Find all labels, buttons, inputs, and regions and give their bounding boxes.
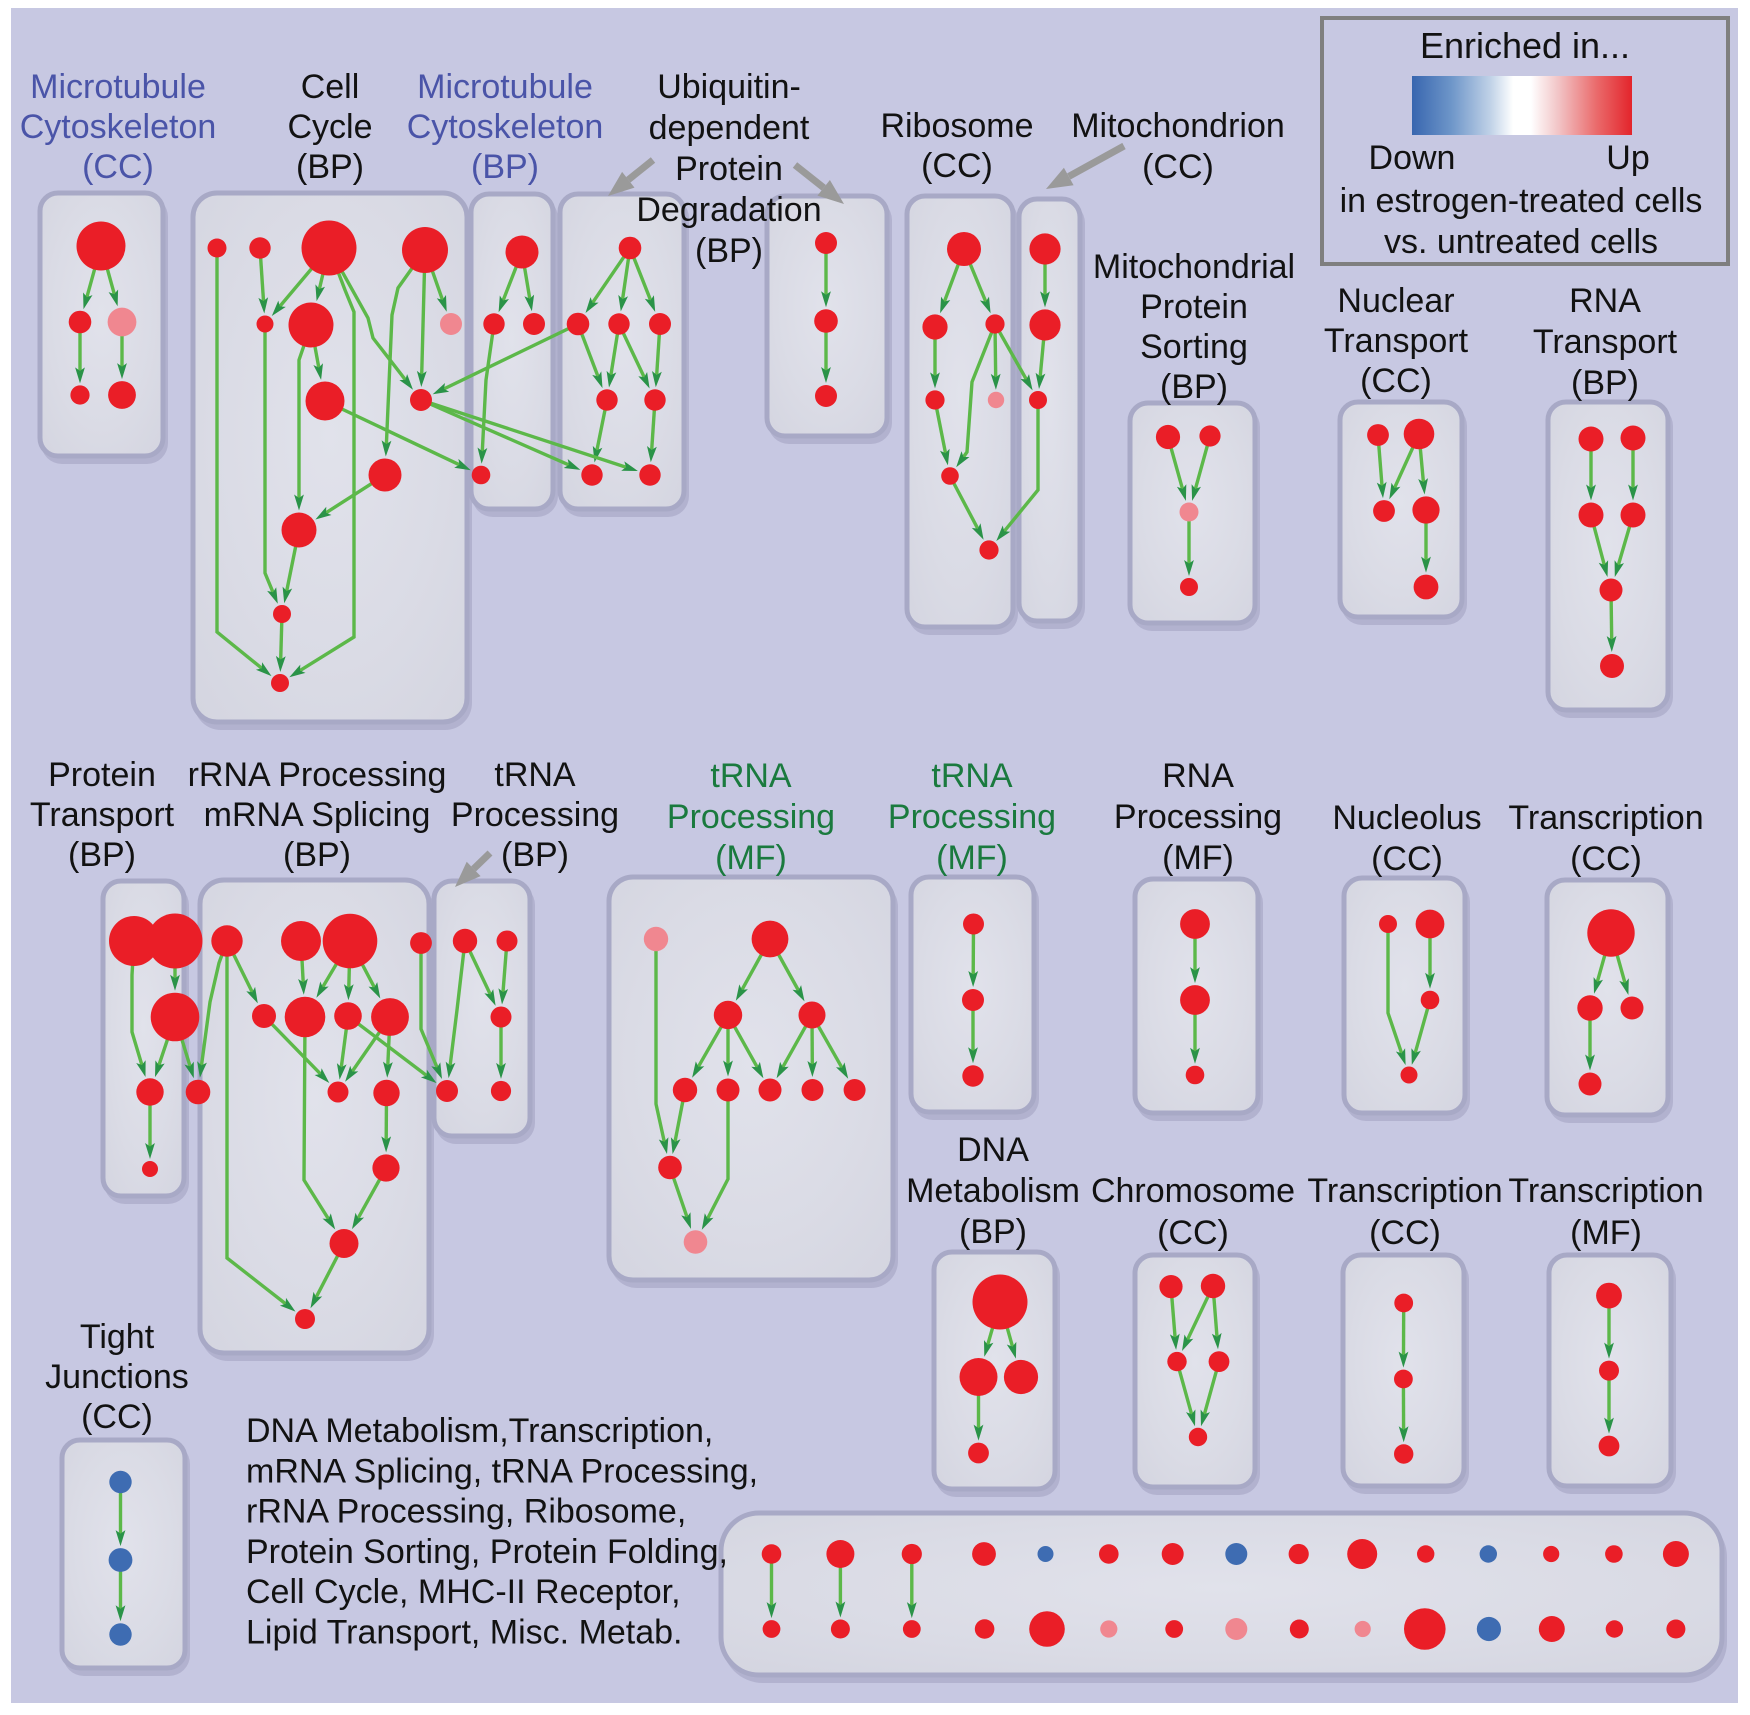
svg-text:Down: Down: [1369, 139, 1456, 177]
svg-text:Transcription(CC): Transcription (CC): [1307, 1172, 1502, 1252]
svg-text:Mitochondrion(CC): Mitochondrion (CC): [1071, 107, 1285, 186]
svg-text:Nucleolus(CC): Nucleolus (CC): [1332, 799, 1481, 878]
svg-text:Up: Up: [1606, 139, 1649, 177]
svg-text:Chromosome(CC): Chromosome (CC): [1091, 1172, 1295, 1252]
svg-text:Enriched in...: Enriched in...: [1420, 25, 1630, 66]
svg-text:Transcription(CC): Transcription (CC): [1508, 799, 1703, 878]
svg-text:in estrogen-treated cells: in estrogen-treated cells: [1340, 182, 1703, 220]
svg-text:DNA Metabolism,Transcription,m: DNA Metabolism,Transcription, mRNA Splici…: [246, 1412, 758, 1652]
svg-text:vs. untreated cells: vs. untreated cells: [1384, 223, 1658, 261]
svg-text:Transcription(MF): Transcription (MF): [1508, 1172, 1703, 1252]
svg-text:Ribosome(CC): Ribosome (CC): [880, 107, 1033, 185]
